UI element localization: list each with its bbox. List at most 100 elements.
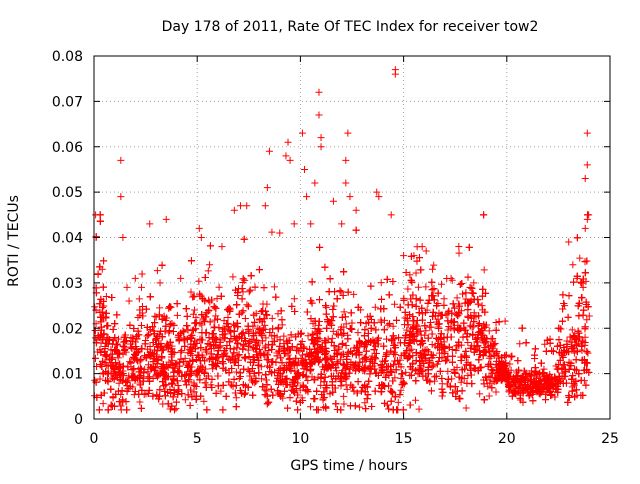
scatter-cloud-point	[563, 380, 570, 387]
scatter-cloud-point	[166, 303, 173, 310]
scatter-cloud-point	[481, 266, 488, 273]
scatter-cloud-point	[423, 248, 430, 255]
scatter-cloud-point	[578, 280, 585, 287]
scatter-cloud-point	[240, 288, 247, 295]
scatter-cloud-point	[502, 318, 509, 325]
scatter-cloud-point	[200, 398, 207, 405]
scatter-cloud-point	[493, 388, 500, 395]
scatter-cloud-point	[329, 335, 336, 342]
scatter-cloud-point	[269, 315, 276, 322]
scatter-cloud-point	[91, 303, 98, 310]
scatter-cloud-point	[219, 406, 226, 413]
scatter-cloud-point	[156, 304, 163, 311]
scatter-cloud-point	[216, 284, 223, 291]
scatter-cloud-point	[378, 279, 385, 286]
scatter-cloud-point	[416, 406, 423, 413]
scatter-cloud-point	[397, 304, 404, 311]
scatter-cloud-point	[413, 270, 420, 277]
scatter-cloud-point	[340, 393, 347, 400]
scatter-cloud-point	[316, 244, 323, 251]
scatter-cloud-point	[438, 281, 445, 288]
scatter-cloud-point	[341, 308, 348, 315]
scatter-cloud-point	[429, 341, 436, 348]
scatter-cloud-point	[307, 403, 314, 410]
scatter-cloud-point	[271, 283, 278, 290]
scatter-cloud-point	[384, 322, 391, 329]
scatter-cloud-point	[584, 350, 591, 357]
scatter-cloud-point	[395, 399, 402, 406]
scatter-cloud-point	[569, 372, 576, 379]
scatter-cloud-point	[383, 336, 390, 343]
scatter-cloud-point	[137, 364, 144, 371]
scatter-cloud-point	[415, 284, 422, 291]
scatter-cloud-point	[284, 405, 291, 412]
scatter-cloud-point	[162, 323, 169, 330]
scatter-cloud-point	[404, 285, 411, 292]
scatter-cloud-point	[136, 295, 143, 302]
scatter-cloud-point	[428, 324, 435, 331]
scatter-cloud-point	[205, 267, 212, 274]
scatter-cloud-point	[100, 400, 107, 407]
scatter-cloud-point	[493, 319, 500, 326]
scatter-cloud-point	[242, 315, 249, 322]
scatter-cloud-point	[154, 267, 161, 274]
scatter-cloud-point	[91, 377, 98, 384]
scatter-cloud-point	[280, 333, 287, 340]
scatter-cloud-point	[356, 404, 363, 411]
scatter-cloud-point	[96, 406, 103, 413]
scatter-cloud-point	[578, 377, 585, 384]
scatter-cloud-point	[243, 301, 250, 308]
scatter-cloud-point	[265, 399, 272, 406]
scatter-cloud-point	[454, 294, 461, 301]
scatter-cloud-point	[233, 394, 240, 401]
scatter-cloud-point	[174, 312, 181, 319]
scatter-cloud-point	[419, 310, 426, 317]
scatter-cloud-point	[136, 398, 143, 405]
scatter-cloud-point	[348, 309, 355, 316]
scatter-cloud-point	[268, 229, 275, 236]
scatter-cloud-point	[169, 357, 176, 364]
data-points	[91, 66, 593, 413]
scatter-cloud-point	[459, 290, 466, 297]
scatter-cloud-point	[246, 288, 253, 295]
scatter-cloud-point	[291, 295, 298, 302]
scatter-cloud-point	[138, 405, 145, 412]
scatter-cloud-point	[263, 387, 270, 394]
chart-title: Day 178 of 2011, Rate Of TEC Index for r…	[162, 19, 539, 35]
scatter-cloud-point	[305, 332, 312, 339]
scatter-cloud-point	[431, 373, 438, 380]
scatter-cloud-point	[486, 393, 493, 400]
scatter-cloud-point	[151, 313, 158, 320]
scatter-cloud-point	[422, 283, 429, 290]
scatter-cloud-point	[178, 347, 185, 354]
scatter-cloud-point	[430, 262, 437, 269]
scatter-cloud-point	[167, 321, 174, 328]
scatter-cloud-point	[463, 405, 470, 412]
scatter-cloud-point	[464, 339, 471, 346]
scatter-cloud-point	[475, 356, 482, 363]
scatter-cloud-point	[313, 388, 320, 395]
scatter-cloud-point	[448, 375, 455, 382]
scatter-cloud-point	[453, 342, 460, 349]
scatter-cloud-point	[516, 340, 523, 347]
scatter-cloud-point	[456, 250, 463, 257]
scatter-cloud-point	[391, 301, 398, 308]
scatter-cloud-point	[576, 255, 583, 262]
scatter-cloud-point	[428, 279, 435, 286]
scatter-cloud-point	[323, 304, 330, 311]
scatter-cloud-point	[476, 390, 483, 397]
scatter-cloud-point	[462, 348, 469, 355]
scatter-cloud-point	[195, 278, 202, 285]
scatter-cloud-point	[229, 273, 236, 280]
scatter-cloud-point	[439, 392, 446, 399]
scatter-cloud-point	[224, 314, 231, 321]
scatter-cloud-point	[412, 397, 419, 404]
scatter-cloud-point	[486, 355, 493, 362]
scatter-cloud-point	[212, 312, 219, 319]
scatter-cloud-point	[455, 243, 462, 250]
scatter-cloud-point	[233, 368, 240, 375]
scatter-cloud-point	[458, 379, 465, 386]
scatter-cloud-point	[304, 377, 311, 384]
